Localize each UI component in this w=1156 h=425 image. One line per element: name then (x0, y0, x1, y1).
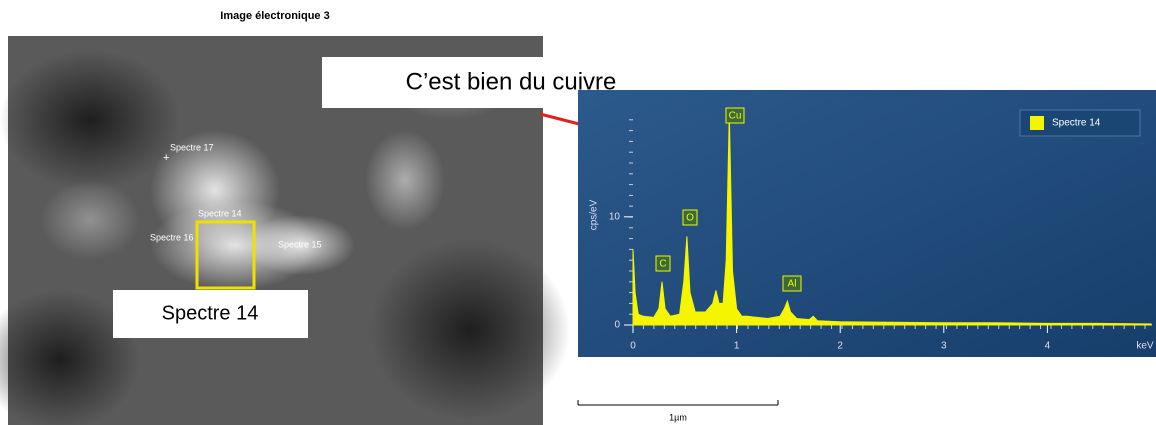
image-title: Image électronique 3 (220, 10, 329, 22)
legend-label: Spectre 14 (1052, 118, 1101, 129)
x-tick-label: 4 (1045, 341, 1051, 352)
peak-label-bg (782, 275, 802, 292)
peak-label: Cu (729, 111, 742, 122)
peak-label: C (659, 259, 666, 270)
box-label-bg (113, 290, 308, 338)
legend-swatch (1030, 116, 1044, 130)
peak-label-bg (682, 209, 698, 226)
peak-label: Al (788, 279, 797, 290)
spot-label: Spectre 16 (150, 232, 194, 242)
y-tick-label: 0 (614, 320, 620, 331)
y-tick-label: 10 (609, 211, 621, 222)
y-axis-label: cps/eV (589, 199, 600, 230)
x-tick-label: 0 (630, 341, 636, 352)
x-tick-label: 2 (837, 341, 843, 352)
peak-label-bg (725, 107, 745, 124)
spot-marker: + (163, 152, 169, 164)
x-axis-label: keV (1136, 341, 1154, 352)
spot-label: Spectre 17 (170, 142, 214, 152)
peak-label: O (686, 213, 694, 224)
spot-label: Spectre 15 (278, 239, 322, 249)
scale-label: 1µm (669, 412, 687, 422)
selection-box (195, 220, 256, 290)
spot-label: Spectre 14 (198, 208, 242, 218)
spectrum-area (632, 114, 1152, 326)
x-tick-label: 3 (941, 341, 947, 352)
x-tick-label: 1 (734, 341, 740, 352)
box-label: Spectre 14 (162, 302, 259, 324)
peak-label-bg (655, 255, 671, 272)
